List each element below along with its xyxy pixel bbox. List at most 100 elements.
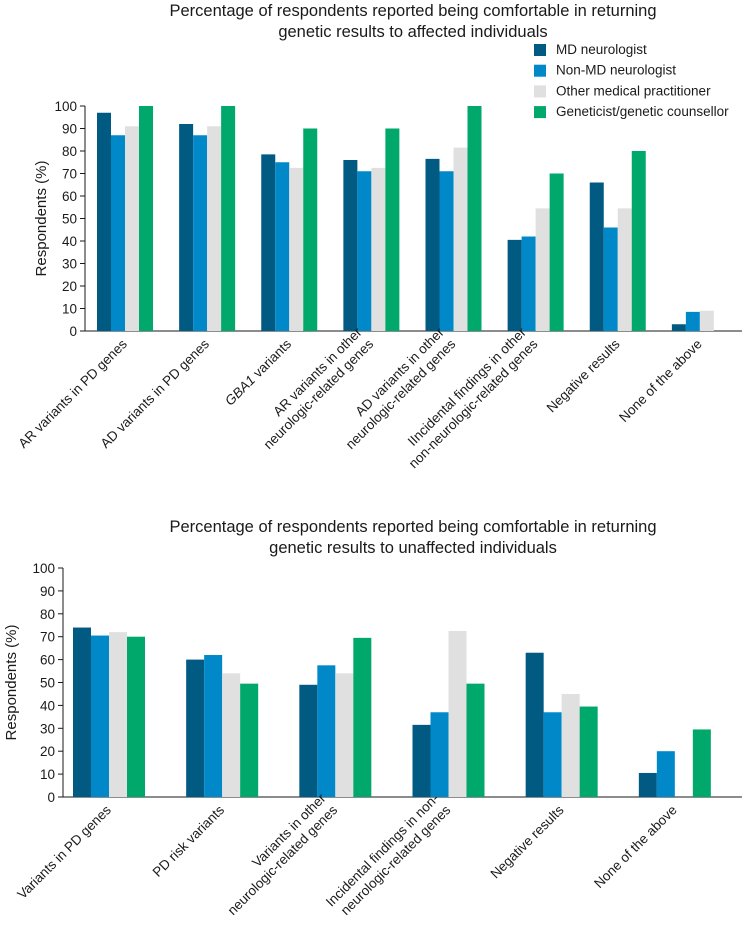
y-tick-label: 50 (62, 212, 77, 227)
bar-non-md-neurologist-1 (111, 135, 125, 331)
chart-2: Percentage of respondents reported being… (3, 518, 742, 922)
y-tick-label: 70 (40, 630, 55, 645)
y-axis-label: Respondents (%) (3, 625, 20, 741)
bar-other-medical-practitioner-5 (561, 693, 580, 797)
bar-md-neurologist-1 (73, 627, 91, 797)
bar-md-neurologist-6 (638, 772, 657, 797)
x-category-label-part: Negative results (488, 802, 567, 881)
y-tick-label: 30 (62, 257, 77, 272)
bar-non-md-neurologist-5 (439, 171, 454, 331)
x-category-label: Incidental findings in non-neurologic-re… (323, 791, 454, 922)
y-tick-label: 60 (62, 189, 77, 204)
y-tick-label: 80 (62, 144, 77, 159)
legend-swatch-geneticist-genetic-counsellor (534, 106, 546, 119)
bar-geneticist-genetic-counsellor-3 (353, 637, 372, 797)
x-category-label: Negative results (488, 802, 567, 881)
bar-other-medical-practitioner-5 (453, 147, 468, 331)
x-category-label: Variants in PD genes (14, 802, 114, 902)
bar-md-neurologist-5 (525, 652, 544, 797)
bar-non-md-neurologist-4 (357, 171, 372, 331)
bar-md-neurologist-7 (589, 182, 604, 331)
x-category-label-part: None of the above (591, 802, 680, 891)
bar-md-neurologist-3 (299, 684, 318, 797)
bar-geneticist-genetic-counsellor-3 (303, 128, 318, 331)
bar-geneticist-genetic-counsellor-1 (127, 636, 145, 797)
bar-md-neurologist-2 (179, 124, 194, 331)
x-category-label: Variants in otherneurologic-related gene… (213, 790, 341, 918)
chart-title-line: genetic results to affected individuals (278, 23, 547, 41)
bar-non-md-neurologist-6 (656, 751, 675, 797)
legend-label-geneticist-genetic-counsellor: Geneticist/genetic counsellor (556, 104, 729, 119)
y-tick-label: 0 (47, 790, 55, 805)
bar-md-neurologist-6 (507, 239, 522, 331)
bar-geneticist-genetic-counsellor-6 (692, 729, 711, 797)
x-category-label-part: Negative results (544, 336, 623, 415)
y-tick-label: 20 (40, 744, 55, 759)
x-category-label-part: neurologic-related genes (338, 802, 454, 918)
x-category-label: None of the above (616, 336, 705, 425)
bar-other-medical-practitioner-3 (289, 167, 304, 331)
bar-non-md-neurologist-3 (275, 162, 290, 331)
bar-md-neurologist-8 (671, 324, 686, 331)
y-tick-label: 90 (40, 584, 55, 599)
y-tick-label: 100 (54, 99, 77, 114)
bar-other-medical-practitioner-3 (335, 673, 354, 797)
bar-geneticist-genetic-counsellor-5 (579, 706, 598, 797)
bar-md-neurologist-2 (186, 659, 205, 797)
bar-md-neurologist-4 (343, 160, 358, 331)
y-tick-label: 50 (40, 676, 55, 691)
x-category-label-part: None of the above (616, 336, 705, 425)
bar-other-medical-practitioner-1 (109, 632, 127, 797)
bar-geneticist-genetic-counsellor-2 (221, 106, 236, 331)
bar-geneticist-genetic-counsellor-1 (139, 106, 153, 331)
bar-other-medical-practitioner-4 (448, 630, 467, 797)
legend-swatch-non-md-neurologist (534, 64, 546, 77)
chart-1: Percentage of respondents reported being… (15, 2, 742, 471)
x-category-label-part: variants (248, 336, 295, 383)
legend-swatch-md-neurologist (534, 44, 546, 56)
x-category-label: None of the above (591, 802, 680, 891)
y-tick-label: 100 (32, 561, 55, 576)
bar-non-md-neurologist-5 (543, 712, 562, 797)
bar-non-md-neurologist-1 (91, 635, 109, 797)
legend-swatch-other-medical-practitioner (534, 85, 546, 98)
y-tick-label: 10 (40, 767, 55, 782)
y-tick-label: 0 (69, 324, 77, 339)
y-tick-label: 60 (40, 653, 55, 668)
x-category-label-part: Incidental findings in non- (323, 791, 442, 910)
y-tick-label: 20 (62, 279, 77, 294)
bar-non-md-neurologist-7 (603, 227, 618, 331)
bar-geneticist-genetic-counsellor-7 (631, 151, 646, 331)
bar-md-neurologist-3 (261, 154, 276, 331)
bar-non-md-neurologist-8 (685, 311, 700, 331)
bar-non-md-neurologist-2 (204, 655, 223, 797)
bar-md-neurologist-4 (412, 724, 431, 797)
y-tick-label: 40 (40, 698, 55, 713)
chart-title-line: genetic results to unaffected individual… (269, 539, 557, 557)
x-category-label-part: Variants in PD genes (14, 802, 114, 902)
bar-other-medical-practitioner-7 (617, 208, 632, 331)
bar-other-medical-practitioner-2 (222, 673, 241, 797)
bar-non-md-neurologist-6 (521, 236, 536, 331)
chart-title-line: Percentage of respondents reported being… (169, 2, 656, 20)
legend-label-other-medical-practitioner: Other medical practitioner (556, 83, 711, 98)
bar-other-medical-practitioner-6 (535, 208, 550, 331)
bar-geneticist-genetic-counsellor-4 (466, 683, 485, 797)
bar-md-neurologist-5 (425, 158, 440, 331)
y-tick-label: 30 (40, 721, 55, 736)
bar-other-medical-practitioner-4 (371, 167, 386, 331)
x-category-label-part: neurologic-related genes (225, 802, 341, 918)
bar-other-medical-practitioner-2 (207, 126, 222, 331)
chart-title-line: Percentage of respondents reported being… (169, 518, 656, 536)
bar-md-neurologist-1 (97, 112, 111, 331)
bar-geneticist-genetic-counsellor-4 (385, 128, 400, 331)
y-axis-label: Respondents (%) (33, 161, 50, 277)
x-category-label-part: non-neurologic-related genes (406, 336, 541, 471)
bar-non-md-neurologist-3 (317, 665, 336, 797)
bar-non-md-neurologist-4 (430, 712, 449, 797)
y-tick-label: 90 (62, 122, 77, 137)
y-tick-label: 80 (40, 607, 55, 622)
bar-non-md-neurologist-2 (193, 135, 208, 331)
